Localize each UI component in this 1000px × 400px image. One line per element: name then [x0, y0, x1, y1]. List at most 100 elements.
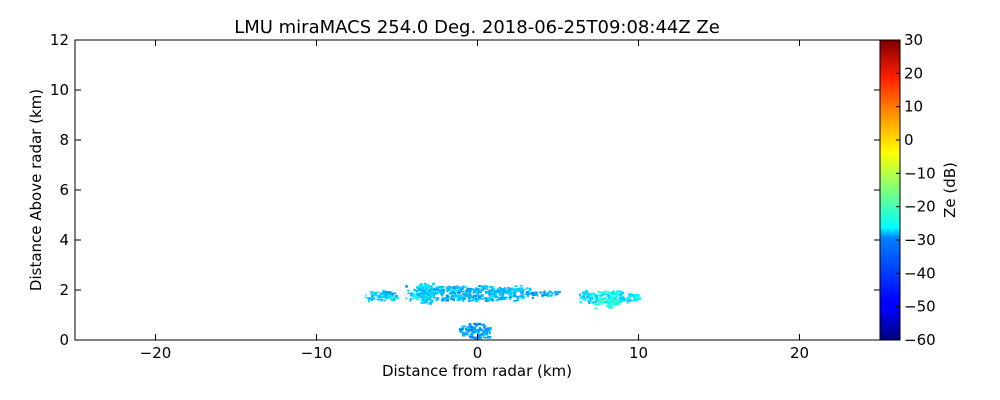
echo-pixel: [499, 292, 503, 295]
echo-pixel: [605, 298, 608, 302]
colorbar-tick-label: −60: [904, 331, 936, 349]
echo-pixel: [637, 297, 642, 300]
echo-pixel: [382, 293, 385, 296]
echo-pixel: [453, 287, 456, 291]
echo-pixel: [477, 298, 480, 302]
echo-pixel: [636, 293, 639, 296]
echo-pixel: [383, 299, 386, 302]
echo-pixel: [466, 326, 470, 329]
echo-pixel: [485, 298, 488, 301]
echo-pixel: [610, 293, 614, 295]
echo-region: [458, 322, 492, 340]
echo-pixel: [600, 300, 604, 303]
echo-pixel: [488, 329, 491, 332]
echo-pixel: [484, 336, 488, 339]
echo-pixel: [424, 300, 428, 304]
echo-pixel: [508, 295, 513, 299]
echo-pixel: [475, 287, 478, 290]
echo-pixel: [371, 294, 375, 298]
echo-pixel: [483, 335, 485, 339]
echo-pixel: [598, 297, 601, 300]
echo-pixel: [513, 299, 516, 303]
echo-pixel: [376, 298, 380, 301]
echo-pixel: [619, 290, 622, 294]
echo-pixel: [436, 291, 439, 295]
echo-pixel: [455, 289, 458, 292]
echo-pixel: [526, 291, 529, 294]
echo-pixel: [386, 295, 389, 298]
echo-pixel: [390, 292, 394, 296]
echo-pixel: [600, 291, 604, 294]
echo-pixel: [635, 295, 640, 298]
echo-pixel: [382, 290, 385, 293]
echo-pixel: [531, 296, 534, 299]
echo-pixel: [488, 291, 492, 294]
echo-pixel: [474, 298, 479, 301]
echo-pixel: [414, 290, 417, 292]
y-tick-label: 6: [59, 181, 69, 199]
echo-pixel: [484, 296, 488, 300]
colorbar-tick-label: −20: [904, 198, 936, 216]
echo-pixel: [445, 299, 449, 302]
echo-pixel: [392, 296, 397, 299]
echo-pixel: [522, 289, 525, 292]
echo-pixel: [451, 286, 455, 289]
echo-pixel: [485, 290, 490, 294]
echo-pixel: [470, 325, 473, 329]
echo-pixel: [589, 292, 592, 296]
echo-pixel: [462, 299, 464, 302]
echo-pixel: [543, 290, 546, 293]
echo-pixel: [453, 294, 458, 297]
echo-pixel: [461, 327, 464, 331]
echo-pixel: [607, 290, 609, 294]
echo-pixel: [418, 287, 422, 290]
echo-pixel: [458, 286, 461, 289]
echo-pixel: [365, 294, 367, 296]
echo-pixel: [476, 324, 479, 326]
echo-pixel: [376, 294, 380, 298]
echo-pixel: [466, 327, 470, 330]
echo-pixel: [581, 291, 585, 295]
echo-pixel: [468, 298, 471, 301]
echo-pixel: [478, 285, 481, 288]
x-axis-label: Distance from radar (km): [382, 362, 572, 380]
echo-pixel: [508, 293, 512, 295]
echo-layer: [364, 282, 642, 340]
echo-pixel: [415, 286, 419, 289]
x-tick-label: 10: [629, 344, 648, 362]
y-axis-label: Distance Above radar (km): [27, 89, 45, 291]
echo-pixel: [611, 291, 614, 294]
echo-pixel: [416, 289, 421, 292]
echo-pixel: [413, 288, 415, 292]
echo-pixel: [485, 329, 490, 332]
echo-pixel: [620, 293, 623, 295]
echo-pixel: [382, 296, 385, 299]
echo-pixel: [607, 302, 611, 305]
echo-pixel: [544, 293, 548, 295]
echo-pixel: [496, 288, 501, 290]
echo-pixel: [503, 290, 507, 294]
echo-pixel: [482, 286, 487, 289]
echo-pixel: [452, 297, 455, 301]
echo-pixel: [459, 296, 464, 299]
echo-region: [413, 282, 436, 305]
echo-pixel: [586, 295, 590, 298]
echo-pixel: [482, 294, 484, 298]
echo-pixel: [593, 293, 595, 296]
echo-pixel: [388, 294, 392, 297]
echo-pixel: [513, 294, 517, 297]
echo-pixel: [455, 286, 458, 289]
echo-pixel: [610, 299, 615, 301]
chart-title: LMU miraMACS 254.0 Deg. 2018-06-25T09:08…: [234, 17, 720, 38]
echo-pixel: [410, 293, 414, 296]
echo-pixel: [503, 288, 507, 291]
echo-pixel: [608, 300, 613, 304]
echo-pixel: [528, 290, 531, 292]
echo-pixel: [448, 293, 453, 295]
echo-pixel: [542, 291, 546, 294]
colorbar-axis: −60 −50 −40 −30 −20 −10 0 10 20 30: [896, 31, 936, 349]
echo-pixel: [554, 293, 557, 297]
echo-pixel: [424, 298, 429, 302]
echo-pixel: [420, 286, 424, 289]
echo-pixel: [595, 293, 598, 297]
